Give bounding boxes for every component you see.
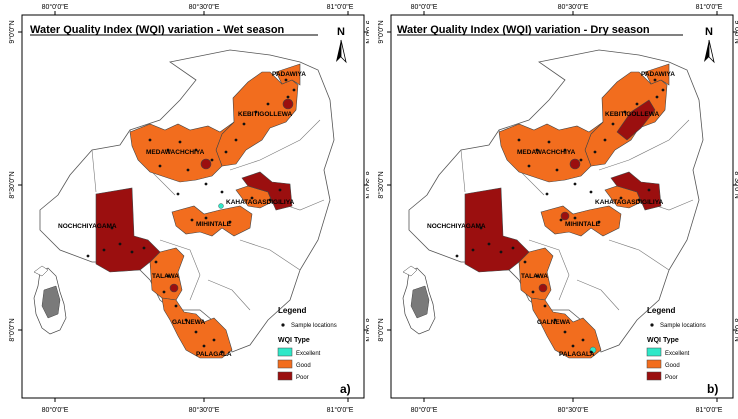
place-label: GALNEWA [537,319,571,326]
legend-swatch-good [646,359,662,369]
lon-tick-label: 81°0'0"E [696,406,723,414]
place-label: KEBITIGOLLEWA [238,111,292,118]
wet-season-map-panel: 80°0'0"E 80°30'0"E 81°0'0"E 80°0'0"E 80°… [8,3,369,414]
lon-tick-label: 80°30'0"E [558,3,589,11]
panel-label: b) [707,382,718,396]
place-label: GALNEWA [172,319,206,326]
place-label: MIHINTALE [196,221,232,228]
north-arrow-icon: N [336,26,347,64]
legend-swatch-good [277,359,293,369]
legend-title: Legend [647,306,676,315]
place-label: MEDAWACHCHIYA [517,149,576,156]
place-label: NOCHCHIYAGAMA [427,223,486,230]
legend-sample-label: Sample locations [291,323,337,329]
sample-location-symbol [650,323,654,327]
place-label: TALAWA [521,273,548,280]
sample-location-symbol [281,323,285,327]
lat-tick-label: 8°0'0"N [8,318,16,341]
legend-title: Legend [278,306,307,315]
legend-label-poor: Poor [296,375,309,381]
legend-wqi-title: WQI Type [647,337,679,344]
map-legend: Legend Sample locations WQI Type Excelle… [646,306,706,381]
wqi-poor-areas [95,98,294,293]
place-label: PALAGALA [196,351,232,358]
lat-tick-label: 8°0'0"N [364,318,369,341]
lon-tick-label: 81°0'0"E [696,3,723,11]
lat-tick-label: 9°0'0"N [733,20,738,43]
dry-season-map-panel: 80°0'0"E 80°30'0"E 81°0'0"E 80°0'0"E 80°… [369,0,738,419]
legend-swatch-poor [646,371,662,381]
lat-tick-label: 9°0'0"N [364,20,369,43]
sample-locations [455,78,665,354]
graticule-ticks [18,11,368,402]
legend-label-poor: Poor [665,375,678,381]
legend-wqi-title: WQI Type [278,337,310,344]
legend-label-excellent: Excellent [665,351,690,357]
legend-label-excellent: Excellent [296,351,321,357]
lon-tick-label: 80°0'0"E [411,406,438,414]
lat-tick-label: 9°0'0"N [377,20,385,43]
legend-swatch-excellent [277,347,293,357]
lat-tick-label: 8°0'0"N [733,318,738,341]
lon-tick-label: 80°0'0"E [411,3,438,11]
map-title: Water Quality Index (WQI) variation - We… [30,24,285,36]
north-label: N [705,26,713,38]
graticule-ticks [387,11,737,402]
north-arrow-icon: N [704,26,715,64]
wet-season-map: 80°0'0"E 80°30'0"E 81°0'0"E 80°0'0"E 80°… [8,3,369,414]
place-label: PALAGALA [559,351,595,358]
place-label: KAHATAGASDIGILIYA [595,199,663,206]
map-legend: Legend Sample locations WQI Type Excelle… [277,306,337,381]
place-label: KEBITIGOLLEWA [605,111,659,118]
place-label: PADAWIYA [641,71,675,78]
place-label: MEDAWACHCHIYA [146,149,205,156]
lat-tick-label: 8°30'0"N [8,171,16,198]
lat-tick-label: 8°30'0"N [377,171,385,198]
lon-tick-label: 81°0'0"E [327,406,354,414]
legend-swatch-poor [277,371,293,381]
lat-tick-label: 8°30'0"N [364,171,369,198]
legend-sample-label: Sample locations [660,323,706,329]
lon-tick-label: 80°30'0"E [189,3,220,11]
place-label: TALAWA [152,273,179,280]
place-label: PADAWIYA [272,71,306,78]
sri-lanka-inset-map [33,265,67,335]
lat-tick-label: 8°0'0"N [377,318,385,341]
place-label: NOCHCHIYAGAMA [58,223,117,230]
place-label: KAHATAGASDIGILIYA [226,199,294,206]
lon-tick-label: 80°0'0"E [42,3,69,11]
north-label: N [337,26,345,38]
wqi-poor-areas [464,99,662,293]
lon-tick-label: 80°30'0"E [558,406,589,414]
sri-lanka-inset-map [402,265,436,335]
dry-season-map: 80°0'0"E 80°30'0"E 81°0'0"E 80°0'0"E 80°… [377,3,738,414]
legend-label-good: Good [296,363,311,369]
place-label: MIHINTALE [565,221,601,228]
lon-tick-label: 81°0'0"E [327,3,354,11]
legend-label-good: Good [665,363,680,369]
sample-locations [86,78,296,354]
wqi-excellent-area [218,203,224,209]
lon-tick-label: 80°30'0"E [189,406,220,414]
legend-swatch-excellent [646,347,662,357]
lat-tick-label: 8°30'0"N [733,171,738,198]
panel-label: a) [340,382,351,396]
lat-tick-label: 9°0'0"N [8,20,16,43]
lon-tick-label: 80°0'0"E [42,406,69,414]
map-title: Water Quality Index (WQI) variation - Dr… [397,24,650,36]
